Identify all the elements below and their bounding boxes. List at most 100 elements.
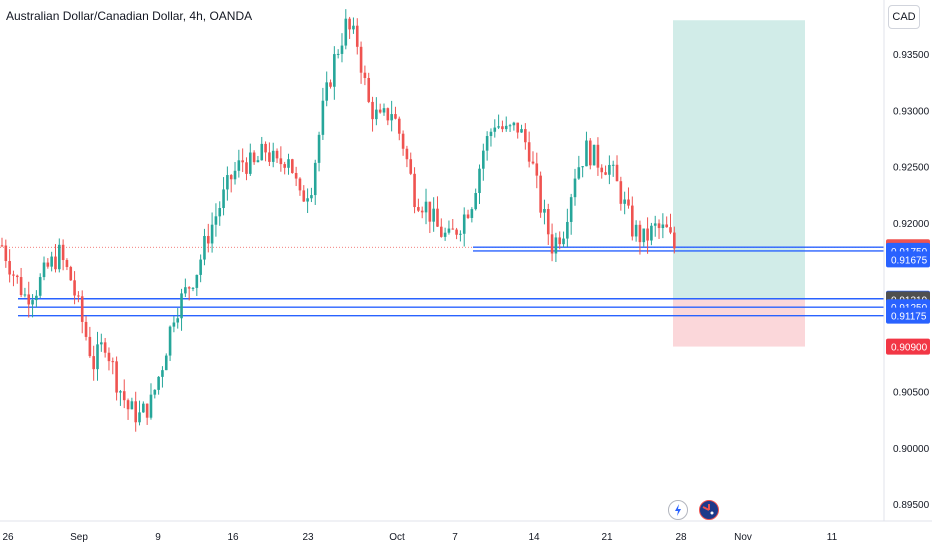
australia-flag-icon[interactable] [699, 500, 719, 520]
candle-body [623, 199, 626, 204]
candle-body [634, 224, 638, 237]
price-tick-label: 0.92500 [893, 163, 930, 174]
price-tag-label: 0.90900 [891, 343, 928, 354]
candle-body [378, 109, 382, 113]
candle-body [581, 166, 584, 168]
candle-body [321, 100, 325, 135]
candle-body [164, 355, 168, 371]
candle-body [600, 167, 604, 173]
time-axis: 26 Sep 9 16 23 Oct 7 14 21 28 Nov 11 [2, 532, 837, 543]
candle-body [344, 18, 348, 46]
candle-body [588, 140, 592, 166]
candle-body [375, 109, 378, 120]
candle-body [550, 234, 554, 254]
time-tick-label: 11 [827, 532, 838, 543]
candle-body [130, 401, 134, 410]
candle-body [673, 232, 676, 249]
candle-body [508, 125, 512, 127]
candles [0, 9, 676, 432]
price-tag-label: 0.91675 [891, 255, 928, 266]
candle-body [275, 150, 279, 159]
candle-body [317, 134, 321, 163]
candle-body [15, 275, 19, 278]
candle-body [409, 159, 413, 174]
candle-body [69, 267, 73, 281]
candle-body [417, 207, 420, 211]
candle-body [122, 391, 126, 401]
candle-body [27, 294, 31, 305]
candle-body [168, 326, 172, 356]
candle-body [302, 190, 306, 202]
candle-body [268, 152, 271, 162]
candle-body [577, 167, 581, 179]
stop-zone [673, 298, 805, 347]
candle-body [546, 209, 550, 235]
candle-body [157, 376, 160, 390]
candle-body [485, 136, 489, 151]
price-tag [886, 307, 930, 324]
candle-body [233, 170, 237, 180]
candle-body [88, 336, 92, 357]
candle-body [180, 293, 183, 319]
candle-body [77, 295, 80, 297]
candle-body [84, 321, 88, 337]
price-tick-label: 0.93500 [893, 50, 930, 61]
candle-body [443, 232, 447, 237]
candle-body [562, 238, 565, 245]
price-tag [886, 338, 930, 355]
candle-body [107, 352, 111, 362]
candle-body [249, 152, 252, 174]
candle-body [54, 256, 57, 270]
candle-body [531, 161, 535, 164]
candle-body [145, 403, 149, 418]
candle-body [23, 294, 27, 296]
price-tick-label: 0.89500 [893, 500, 930, 511]
position-zones [0, 20, 884, 347]
candle-body [489, 131, 493, 137]
candle-body [466, 214, 470, 218]
candle-body [291, 159, 294, 173]
candle-body [229, 175, 233, 180]
candle-body [348, 18, 351, 30]
candle-body [650, 225, 653, 241]
currency-button[interactable]: CAD [888, 5, 920, 29]
candle-body [245, 162, 248, 174]
candle-body [310, 195, 313, 199]
candle-body [653, 223, 657, 226]
time-tick-label: 16 [227, 532, 239, 543]
candle-body [627, 199, 630, 206]
candle-body [352, 25, 355, 30]
candle-body [516, 122, 519, 133]
support-levels [18, 246, 884, 317]
time-tick-label: 21 [601, 532, 613, 543]
candle-body [19, 277, 23, 296]
candle-body [363, 72, 367, 79]
candle-body [340, 45, 344, 54]
candle-body [497, 126, 500, 128]
candle-body [394, 114, 397, 119]
time-tick-label: Nov [734, 532, 752, 543]
candle-body [287, 159, 290, 168]
candle-body [149, 394, 153, 418]
candle-body [222, 189, 225, 209]
candle-body [92, 356, 95, 370]
candle-body [482, 150, 485, 169]
candle-body [218, 208, 222, 217]
candle-body [142, 403, 145, 413]
time-tick-label: 26 [2, 532, 14, 543]
candle-body [73, 280, 76, 296]
candle-body [558, 237, 562, 245]
candle-body [432, 208, 435, 222]
candle-body [298, 178, 302, 191]
candle-body [214, 216, 218, 225]
candle-body [336, 53, 340, 55]
candle-body [46, 262, 50, 267]
candle-body [436, 208, 439, 227]
lightning-icon[interactable] [668, 500, 688, 520]
candle-body [608, 164, 611, 175]
candle-body [592, 144, 596, 166]
candle-body [294, 172, 298, 179]
candle-body [573, 178, 577, 198]
candle-body [279, 158, 283, 165]
